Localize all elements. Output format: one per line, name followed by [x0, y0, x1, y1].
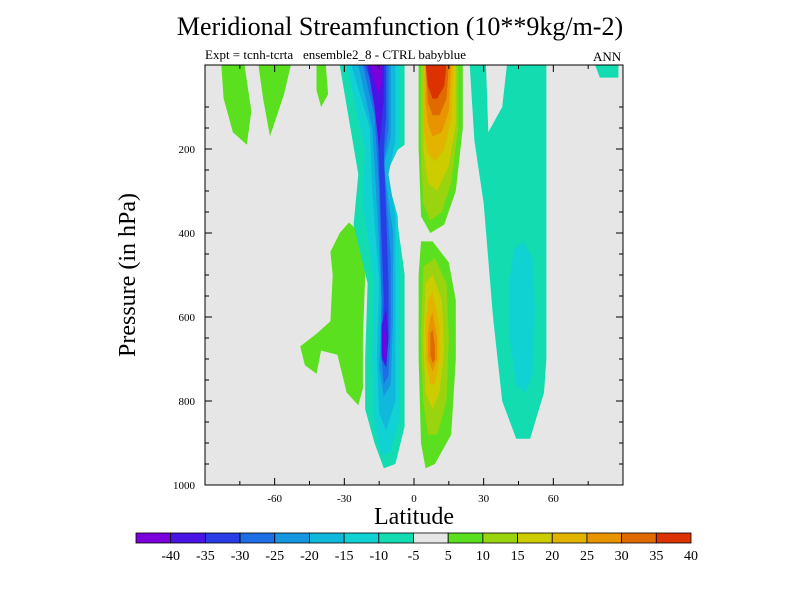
- colorbar-swatch: [378, 532, 414, 544]
- colorbar-label: 20: [545, 549, 559, 564]
- x-tick-label: 0: [411, 493, 417, 505]
- colorbar-swatch: [447, 532, 484, 544]
- colorbar-swatch: [482, 532, 518, 544]
- colorbar-swatch: [309, 532, 345, 544]
- colorbar-label: -30: [231, 549, 250, 564]
- colorbar-label: 35: [649, 549, 663, 564]
- y-tick-label: 200: [179, 144, 196, 156]
- colorbar-label: -15: [335, 549, 354, 564]
- colorbar-label: -20: [300, 549, 319, 564]
- colorbar-swatch: [586, 532, 623, 544]
- contour-sh-mid-band: [300, 222, 366, 406]
- contour-negative-level-7: [369, 65, 382, 95]
- chart-title: Meridional Streamfunction (10**9kg/m-2): [176, 12, 624, 41]
- colorbar-label: -35: [196, 549, 215, 564]
- x-tick-label: -30: [337, 493, 352, 505]
- colorbar-swatch: [551, 532, 588, 544]
- x-tick-label: -60: [267, 493, 282, 505]
- colorbar-swatch: [239, 532, 276, 544]
- contour-fills: [221, 65, 619, 469]
- colorbar-swatch: [655, 532, 692, 544]
- x-tick-label: 30: [478, 493, 490, 505]
- colorbar-swatch: [204, 532, 241, 544]
- colorbar-swatch: [170, 532, 206, 544]
- colorbar-label: 30: [615, 549, 629, 564]
- colorbar-label: -10: [369, 549, 388, 564]
- y-tick-label: 800: [179, 396, 196, 408]
- axes: -60 -30 0 30 60 200 400 600 800 1000: [173, 65, 624, 505]
- chart-subtitle-season: ANN: [593, 49, 622, 64]
- contour-positive-upper-level-6: [425, 65, 447, 99]
- colorbar-swatch: [343, 532, 380, 544]
- colorbar-label: 15: [511, 549, 525, 564]
- x-tick-label: 60: [548, 493, 560, 505]
- contour-negative-lower-0: [383, 329, 387, 359]
- colorbar-swatch: [135, 532, 172, 544]
- contour-sh-high-tongue-3: [316, 65, 329, 107]
- colorbar-swatch: [274, 532, 310, 544]
- contour-zero-gap: [404, 65, 419, 464]
- contour-sh-high-tongue-1: [221, 65, 252, 145]
- colorbar-label: 10: [476, 549, 490, 564]
- y-axis-title: Pressure (in hPa): [115, 193, 141, 357]
- colorbar-swatch: [621, 532, 657, 544]
- colorbar-label: -25: [265, 549, 284, 564]
- colorbar-swatch: [517, 532, 553, 544]
- colorbar-swatch: [413, 532, 449, 544]
- contour-sh-high-tongue-2: [258, 65, 291, 137]
- y-tick-label: 400: [179, 228, 196, 240]
- colorbar-label: 25: [580, 549, 594, 564]
- y-tick-label: 600: [179, 312, 196, 324]
- contour-nh-core: [509, 241, 535, 393]
- colorbar-label: -40: [161, 549, 180, 564]
- colorbar: -40 -35 -30 -25 -20 -15 -10 -5 5 10 15 20 25 30 35 40: [135, 532, 698, 564]
- contour-negative-level-5: [365, 65, 389, 368]
- contour-nh-pole-cap: [595, 65, 619, 78]
- contour-positive-lower-level-5: [430, 329, 435, 364]
- y-tick-label: 1000: [173, 480, 196, 492]
- colorbar-label: 5: [445, 549, 452, 564]
- x-axis-title: Latitude: [374, 504, 454, 530]
- chart-subtitle-experiment: Expt = tcnh-tcrta ensemble2_8 - CTRL bab…: [205, 47, 467, 62]
- colorbar-label: -5: [408, 549, 420, 564]
- colorbar-label: 40: [684, 549, 698, 564]
